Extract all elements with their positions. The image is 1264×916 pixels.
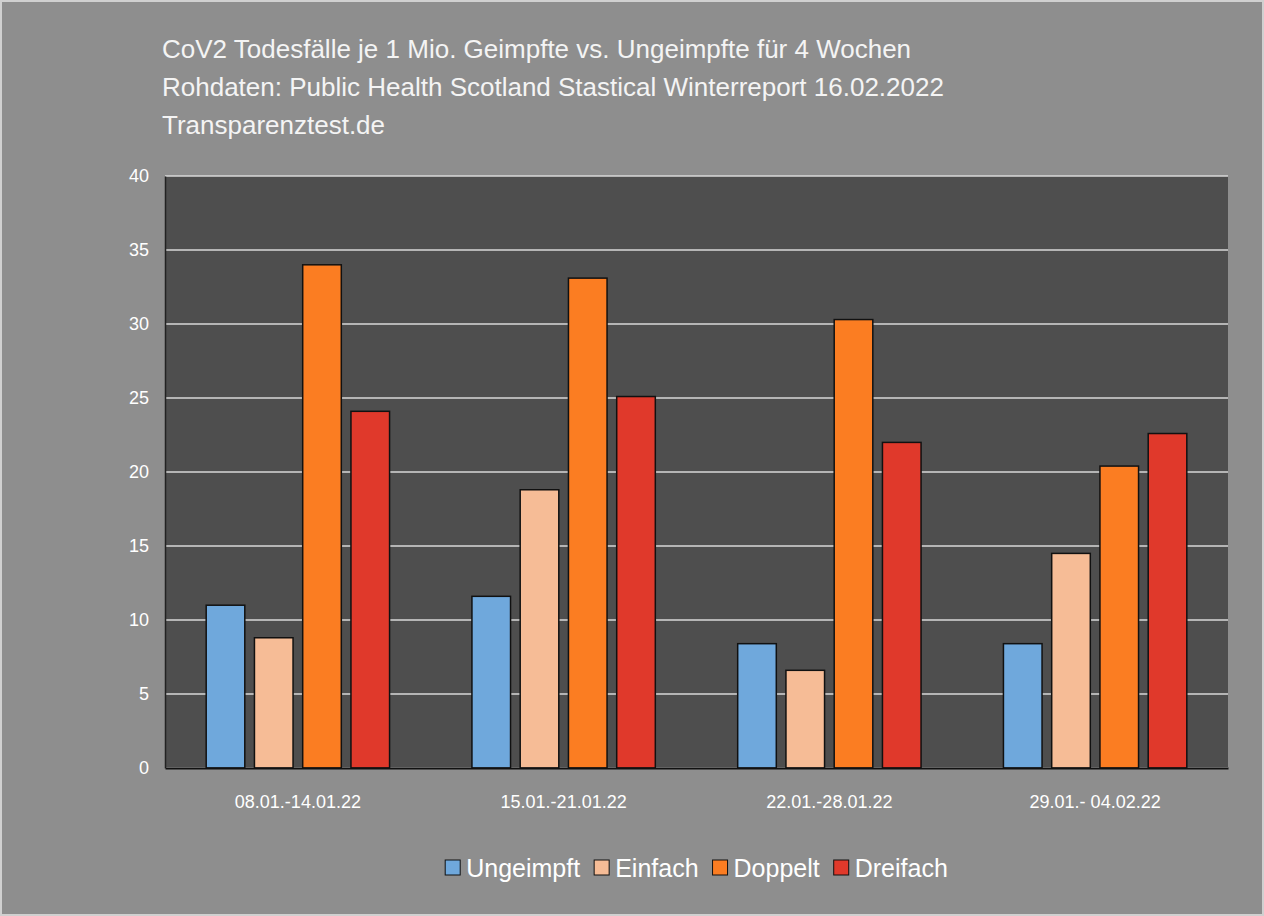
legend-item: Dreifach: [834, 854, 948, 882]
legend-label: Ungeimpft: [466, 854, 580, 882]
y-axis: 0 5 10 15 20 25 30 35 40: [129, 166, 166, 778]
bar: [738, 644, 777, 768]
tick: 25: [129, 388, 165, 408]
bar: [617, 397, 656, 768]
bar: [254, 638, 293, 768]
bar: [1003, 644, 1042, 768]
title: Transparenztest.de: [162, 110, 385, 140]
tick: 15.01.-21.01.22: [501, 768, 627, 812]
tick: 08.01.-14.01.22: [235, 768, 361, 812]
background: [1, 1, 1263, 915]
series: [351, 397, 1187, 768]
bar: [351, 411, 390, 768]
legend-label: Einfach: [615, 854, 698, 882]
grid-line: [165, 249, 1228, 251]
tick-label: 5: [139, 684, 149, 704]
bar: [568, 278, 607, 768]
tick-label: 08.01.-14.01.22: [235, 792, 361, 812]
tick-label: 20: [129, 462, 149, 482]
tick-label: 15: [129, 536, 149, 556]
series: [303, 265, 1139, 768]
grid: [165, 176, 1228, 768]
legend-item: Einfach: [594, 854, 698, 882]
legend-label: Doppelt: [734, 854, 820, 882]
tick-label: 25: [129, 388, 149, 408]
bars: [206, 265, 1187, 768]
tick: 5: [139, 684, 165, 704]
bar: [882, 442, 921, 768]
bar: [834, 320, 873, 768]
tick: 40: [129, 166, 165, 186]
tick: 35: [129, 240, 165, 260]
title: CoV2 Todesfälle je 1 Mio. Geimpfte vs. U…: [162, 34, 911, 64]
tick-label: 10: [129, 610, 149, 630]
tick-label: 40: [129, 166, 149, 186]
legend-label: Dreifach: [855, 854, 948, 882]
legend-swatch: [713, 860, 728, 875]
bar: [1100, 466, 1139, 768]
axis-line: [166, 768, 1229, 770]
bar: [520, 490, 559, 768]
tick-label: 0: [139, 758, 149, 778]
tick: 22.01.-28.01.22: [766, 768, 892, 812]
legend: Ungeimpft Einfach Doppelt Dreifach: [445, 854, 948, 882]
legend-item: Doppelt: [713, 854, 820, 882]
title: Rohdaten: Public Health Scotland Stastic…: [162, 72, 944, 102]
chart: CoV2 Todesfälle je 1 Mio. Geimpfte vs. U…: [0, 0, 1264, 916]
plot-area: [165, 176, 1228, 768]
bar: [1148, 434, 1187, 768]
tick: 0: [139, 758, 165, 778]
legend-swatch: [445, 860, 460, 875]
axis-line: [165, 177, 167, 769]
tick-label: 30: [129, 314, 149, 334]
bar: [786, 670, 825, 768]
x-axis: 08.01.-14.01.22 15.01.-21.01.22 22.01.-28.…: [166, 768, 1229, 812]
tick-label: 35: [129, 240, 149, 260]
tick: 29.01.- 04.02.22: [1030, 768, 1161, 812]
grid-line: [165, 175, 1228, 177]
bar: [303, 265, 342, 768]
tick-label: 29.01.- 04.02.22: [1030, 792, 1161, 812]
tick-label: 15.01.-21.01.22: [501, 792, 627, 812]
tick-label: 22.01.-28.01.22: [766, 792, 892, 812]
bar: [472, 596, 511, 768]
legend-item: Ungeimpft: [445, 854, 580, 882]
tick: 20: [129, 462, 165, 482]
legend-swatch: [834, 860, 849, 875]
tick: 15: [129, 536, 165, 556]
legend-swatch: [594, 860, 609, 875]
tick: 10: [129, 610, 165, 630]
bar: [206, 605, 245, 768]
bar: [1052, 553, 1091, 768]
tick: 30: [129, 314, 165, 334]
